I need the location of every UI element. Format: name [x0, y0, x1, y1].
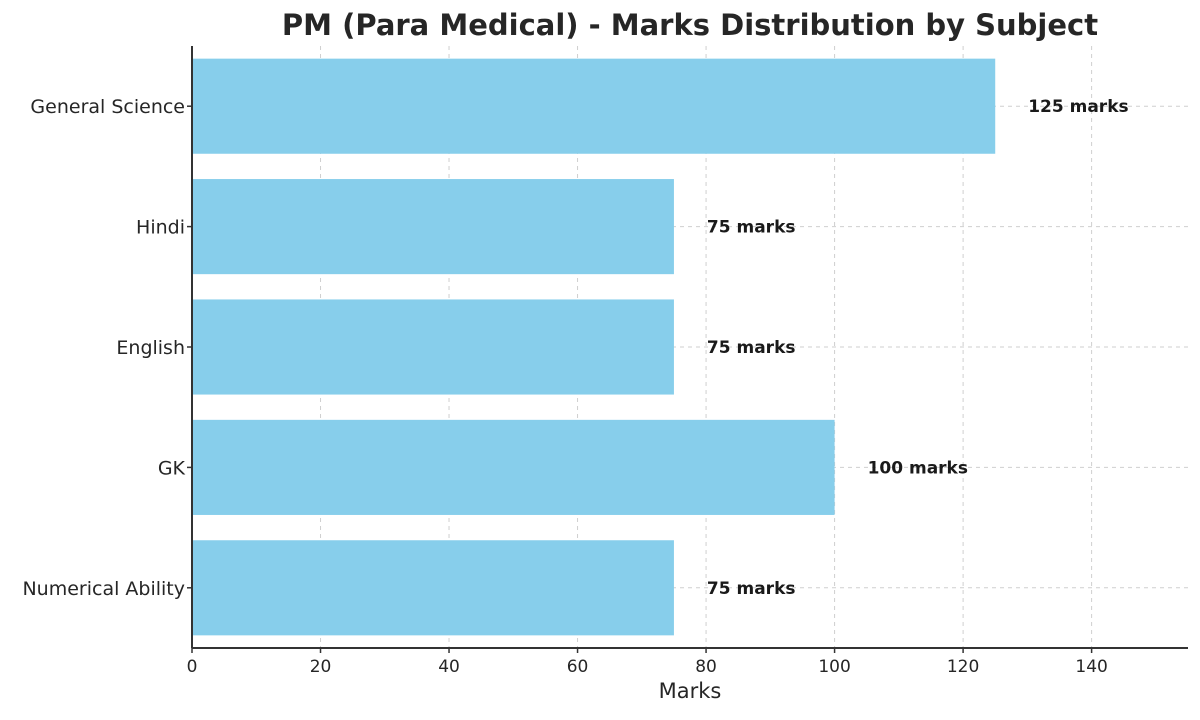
y-tick-label: Hindi — [136, 217, 185, 239]
x-axis-label: Marks — [659, 679, 722, 703]
x-tick-label: 20 — [310, 657, 332, 677]
x-tick-labels: 0 20 40 60 80 100 120 140 — [187, 657, 1108, 677]
y-tick-labels: General Science Hindi English GK Numerical A… — [22, 96, 185, 600]
bar — [192, 540, 674, 636]
y-tick-label: GK — [158, 457, 186, 479]
y-tick-label: General Science — [30, 96, 185, 118]
x-tick-label: 100 — [818, 657, 850, 677]
x-tick-label: 140 — [1075, 657, 1107, 677]
bar — [192, 419, 835, 515]
bar-data-label: 75 marks — [707, 218, 796, 238]
chart-title: PM (Para Medical) - Marks Distribution b… — [282, 8, 1098, 42]
x-tick-label: 120 — [947, 657, 979, 677]
bar — [192, 299, 674, 395]
x-tick-label: 40 — [438, 657, 460, 677]
x-tick-label: 80 — [695, 657, 717, 677]
data-labels: 125 marks 75 marks 75 marks 100 marks 75 mar… — [707, 97, 1129, 599]
y-tick-label: Numerical Ability — [22, 578, 185, 600]
bar-data-label: 75 marks — [707, 338, 796, 358]
axes — [187, 46, 1188, 653]
bars — [192, 58, 996, 636]
bar — [192, 58, 996, 154]
x-tick-label: 60 — [567, 657, 589, 677]
bar-data-label: 100 marks — [868, 458, 968, 478]
x-tick-label: 0 — [187, 657, 198, 677]
bar-data-label: 125 marks — [1028, 97, 1128, 117]
bar-data-label: 75 marks — [707, 579, 796, 599]
y-tick-label: English — [116, 337, 185, 359]
bar — [192, 179, 674, 275]
